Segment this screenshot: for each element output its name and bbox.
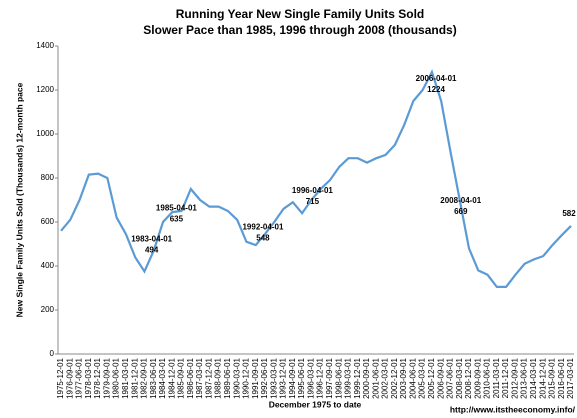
x-tick-label: 1987-12-01 <box>204 357 213 398</box>
x-tick-label: 2008-12-01 <box>464 357 473 398</box>
x-tick-label: 2000-09-01 <box>362 357 371 398</box>
annotation-value: 669 <box>454 207 468 216</box>
annotation-date: 2006-04-01 <box>416 74 457 83</box>
y-tick-label: 0 <box>50 349 55 358</box>
x-tick-label: 2015-09-01 <box>548 357 557 398</box>
y-tick-label: 600 <box>41 217 55 226</box>
x-tick-label: 1983-06-01 <box>149 357 158 398</box>
x-tick-label: 2006-09-01 <box>436 357 445 398</box>
x-tick-label: 1978-12-01 <box>93 357 102 398</box>
annotation-value: 1224 <box>427 85 445 94</box>
x-tick-label: 1979-09-01 <box>102 357 111 398</box>
x-tick-label: 1991-09-01 <box>251 357 260 398</box>
x-tick-label: 2002-03-01 <box>381 357 390 398</box>
x-tick-label: 1989-06-01 <box>223 357 232 398</box>
x-tick-label: 2001-06-01 <box>371 357 380 398</box>
x-tick-label: 1981-03-01 <box>121 357 130 398</box>
annotation-date: 1985-04-01 <box>156 203 197 212</box>
y-tick-label: 1000 <box>36 129 54 138</box>
x-tick-label: 1988-09-01 <box>214 357 223 398</box>
x-tick-label: 1993-03-01 <box>269 357 278 398</box>
annotation-date: 1996-04-01 <box>292 186 333 195</box>
annotation-value: 715 <box>306 197 320 206</box>
y-tick-label: 1400 <box>36 41 54 50</box>
x-tick-label: 2014-12-01 <box>538 357 547 398</box>
y-tick-label: 1200 <box>36 85 54 94</box>
x-tick-label: 2002-12-01 <box>390 357 399 398</box>
chart-subtitle: Slower Pace than 1985, 1996 through 2008… <box>143 23 456 37</box>
x-tick-label: 1982-09-01 <box>140 357 149 398</box>
x-tick-label: 2005-03-01 <box>418 357 427 398</box>
data-line <box>60 69 572 288</box>
x-tick-label: 2012-09-01 <box>510 357 519 398</box>
x-tick-label: 2011-12-01 <box>501 357 510 398</box>
y-tick-label: 800 <box>41 173 55 182</box>
x-tick-label: 1998-06-01 <box>334 357 343 398</box>
x-tick-label: 1986-06-01 <box>186 357 195 398</box>
x-tick-label: 2009-09-01 <box>473 357 482 398</box>
annotation-value: 494 <box>145 245 159 254</box>
x-tick-label: 1976-09-01 <box>65 357 74 398</box>
x-tick-label: 1999-12-01 <box>353 357 362 398</box>
x-tick-label: 2010-06-01 <box>483 357 492 398</box>
x-tick-label: 1987-03-01 <box>195 357 204 398</box>
x-tick-label: 1994-09-01 <box>288 357 297 398</box>
x-tick-label: 2003-09-01 <box>399 357 408 398</box>
annotation-date: 1992-04-01 <box>242 223 283 232</box>
y-axis-label: New Single Family Units Sold (Thousands)… <box>14 82 24 317</box>
x-tick-label: 1995-06-01 <box>297 357 306 398</box>
annotation-date: 1983-04-01 <box>131 234 172 243</box>
x-tick-label: 1980-06-01 <box>112 357 121 398</box>
x-tick-label: 2004-06-01 <box>408 357 417 398</box>
x-tick-label: 1990-03-01 <box>232 357 241 398</box>
x-tick-label: 1985-09-01 <box>177 357 186 398</box>
source: http://www.itstheeconomy.info/ <box>450 404 576 414</box>
x-tick-label: 1997-09-01 <box>325 357 334 398</box>
chart-title: Running Year New Single Family Units Sol… <box>176 7 425 21</box>
x-axis-label: December 1975 to date <box>269 399 362 409</box>
x-tick-label: 1984-03-01 <box>158 357 167 398</box>
x-tick-label: 1990-12-01 <box>242 357 251 398</box>
x-tick-label: 1975-12-01 <box>56 357 65 398</box>
x-tick-label: 2014-03-01 <box>529 357 538 398</box>
x-tick-label: 2013-06-01 <box>520 357 529 398</box>
annotation-value: 635 <box>170 214 184 223</box>
x-tick-label: 1999-03-01 <box>344 357 353 398</box>
x-tick-label: 1992-06-01 <box>260 357 269 398</box>
x-tick-label: 1993-12-01 <box>279 357 288 398</box>
x-tick-label: 2005-12-01 <box>427 357 436 398</box>
x-tick-label: 2016-06-01 <box>557 357 566 398</box>
x-tick-label: 1977-06-01 <box>75 357 84 398</box>
y-tick-label: 200 <box>41 305 55 314</box>
x-tick-label: 1996-12-01 <box>316 357 325 398</box>
x-tick-label: 2011-03-01 <box>492 357 501 398</box>
y-tick-label: 400 <box>41 261 55 270</box>
x-tick-label: 1981-12-01 <box>130 357 139 398</box>
x-tick-label: 2007-06-01 <box>446 357 455 398</box>
x-tick-label: 1996-03-01 <box>306 357 315 398</box>
annotation-date: 2008-04-01 <box>440 196 481 205</box>
x-tick-label: 1978-03-01 <box>84 357 93 398</box>
annotation-value: 548 <box>256 234 270 243</box>
x-tick-label: 2017-03-01 <box>566 357 575 398</box>
annotation-value: 582 <box>562 209 576 218</box>
x-tick-label: 1984-12-01 <box>167 357 176 398</box>
x-tick-label: 2008-03-01 <box>455 357 464 398</box>
